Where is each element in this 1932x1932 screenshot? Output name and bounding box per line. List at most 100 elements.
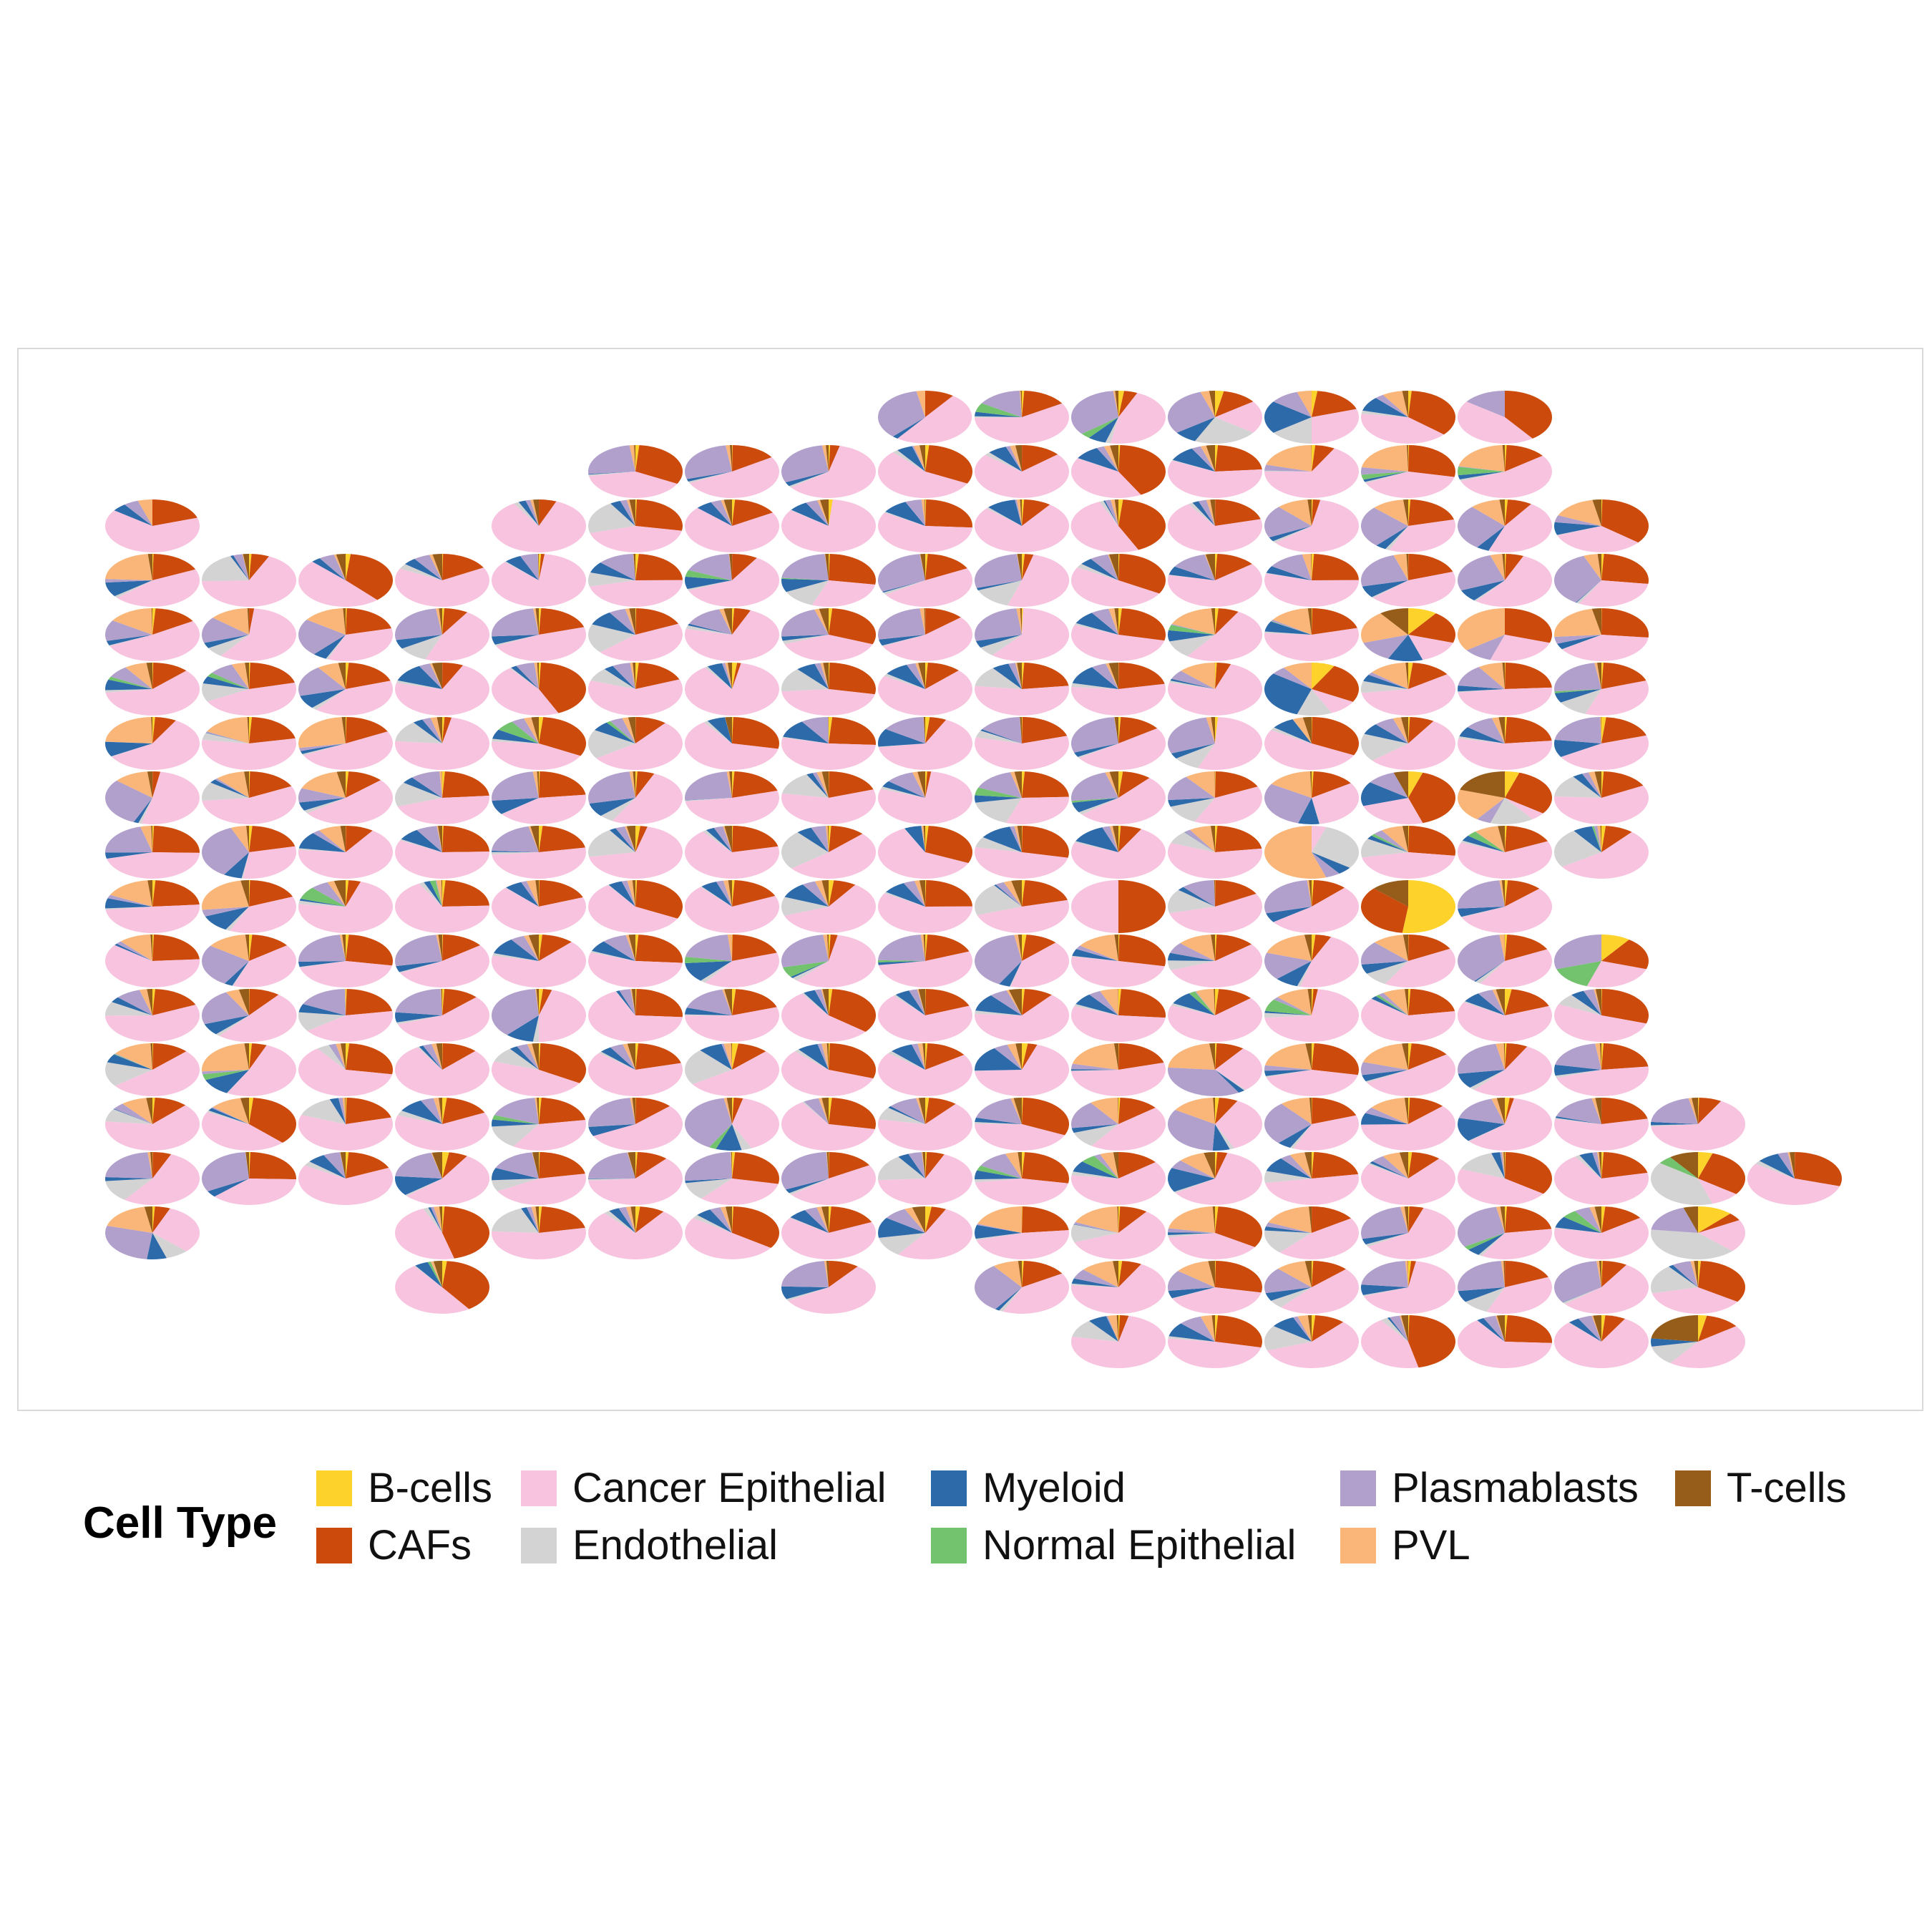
pie-slice-cancer-epithelial: [1266, 1070, 1358, 1096]
spot-pie: [1264, 1152, 1359, 1205]
pie-slice-cancer-epithelial: [492, 1227, 587, 1260]
pie-slice-b-cells: [1215, 445, 1219, 472]
pie-slice-cancer-epithelial: [1480, 949, 1553, 987]
pie-slice-plasmablasts: [908, 1152, 925, 1179]
pie-slice-cancer-epithelial: [1469, 1098, 1553, 1151]
pie-slice-cancer-epithelial: [394, 1209, 454, 1260]
pie-slice-plasmablasts: [395, 935, 442, 967]
pie-slice-cafs: [1408, 989, 1455, 1015]
spot-pie: [1167, 608, 1263, 662]
pie-slice-plasmablasts: [1070, 1103, 1118, 1128]
pie-slice-myeloid: [113, 1108, 152, 1124]
pie-slice-pvl: [436, 935, 442, 961]
pie-slice-cafs: [1022, 1043, 1038, 1070]
spot-pie: [1070, 1097, 1166, 1151]
pie-slice-pvl: [993, 1261, 1022, 1287]
spot-pie: [588, 444, 683, 499]
spot-pie: [1361, 1043, 1456, 1097]
pie-slice-pvl: [318, 826, 346, 852]
pie-slice-endothelial: [879, 1233, 925, 1255]
pie-slice-t-cells: [341, 717, 346, 743]
pie-slice-cafs: [152, 499, 197, 526]
pie-slice-cancer-epithelial: [298, 1115, 394, 1151]
pie-slice-t-cells: [151, 716, 152, 743]
pie-slice-endothelial: [1475, 961, 1505, 984]
pie-slice-b-cells: [829, 826, 831, 852]
pie-slice-t-cells: [146, 663, 152, 689]
pie-slice-pvl: [1091, 1098, 1118, 1124]
pie-slice-cafs: [1022, 935, 1056, 961]
pie-slice-t-cells: [1460, 771, 1505, 798]
pie-slice-plasmablasts: [990, 990, 1022, 1015]
pie-slice-pvl: [1200, 391, 1215, 417]
pie-slice-myeloid: [697, 502, 732, 526]
spot-pie: [588, 1043, 683, 1096]
pie-slice-b-cells: [829, 935, 831, 961]
pie-slice-cancer-epithelial: [1168, 564, 1263, 607]
spot-pie: [781, 499, 877, 553]
pie-slice-t-cells: [1683, 1206, 1698, 1233]
pie-slice-b-cells: [249, 553, 252, 580]
pie-slice-cafs: [442, 663, 464, 689]
legend-label: PVL: [1392, 1522, 1470, 1568]
spot-pie: [975, 608, 1069, 661]
spot-pie: [491, 499, 586, 553]
pie-slice-myeloid: [974, 1170, 1022, 1180]
pie-slice-b-cells: [1505, 1206, 1507, 1233]
pie-slice-b-cells: [442, 1097, 447, 1124]
pie-slice-cafs: [1022, 1206, 1069, 1233]
pie-slice-myeloid: [205, 732, 249, 743]
pie-slice-b-cells: [1601, 1151, 1604, 1179]
pie-slice-b-cells: [1022, 663, 1025, 689]
pie-slice-myeloid: [878, 728, 925, 747]
pie-slice-plasmablasts: [117, 941, 152, 961]
legend-label: B-cells: [368, 1465, 493, 1511]
pie-slice-cafs: [152, 880, 200, 907]
pie-slice-endothelial: [786, 1287, 829, 1301]
pie-slice-b-cells: [732, 444, 733, 472]
pie-slice-cancer-epithelial: [992, 608, 1069, 661]
spot-pie: [1264, 1043, 1359, 1096]
pie-slice-b-cells: [1505, 989, 1512, 1015]
pie-slice-myeloid: [491, 1119, 539, 1127]
pie-slice-myeloid: [892, 417, 925, 439]
pie-slice-plasmablasts: [1594, 826, 1601, 852]
pie-slice-cafs: [1601, 1206, 1641, 1233]
pie-slice-plasmablasts: [982, 717, 1022, 743]
pie-slice-b-cells: [1312, 880, 1314, 907]
pie-slice-cancer-epithelial: [1264, 573, 1360, 607]
pie-slice-endothelial: [1461, 907, 1505, 918]
pie-slice-endothelial: [888, 1050, 925, 1070]
pie-slice-cafs: [1118, 771, 1150, 798]
pie-slice-cancer-epithelial: [1168, 460, 1263, 498]
pie-slice-cafs: [1118, 935, 1166, 967]
pie-slice-cancer-epithelial: [781, 1102, 875, 1151]
pie-slice-endothelial: [104, 1002, 152, 1016]
pie-slice-endothelial: [1167, 960, 1215, 970]
pie-slice-t-cells: [920, 554, 925, 580]
pie-slice-cancer-epithelial: [596, 723, 683, 770]
pie-slice-pvl: [1496, 1206, 1505, 1233]
pie-slice-plasmablasts: [618, 1206, 635, 1233]
pie-slice-myeloid: [424, 881, 442, 907]
pie-slice-t-cells: [1113, 1152, 1118, 1179]
pie-slice-endothelial: [1312, 826, 1360, 868]
pie-slice-cancer-epithelial: [1363, 1261, 1456, 1314]
pie-slice-myeloid: [591, 941, 635, 961]
pie-slice-cafs: [1215, 989, 1252, 1015]
pie-slice-plasmablasts: [1458, 880, 1505, 909]
spot-pie: [877, 771, 972, 825]
pie-slice-cancer-epithelial: [1554, 785, 1649, 825]
pie-slice-normal-epithelial: [606, 721, 635, 743]
pie-slice-plasmablasts: [721, 1043, 732, 1070]
pie-slice-myeloid: [701, 882, 732, 907]
pie-slice-cafs: [346, 1152, 389, 1179]
pie-slice-endothelial: [587, 624, 635, 653]
pie-slice-t-cells: [1503, 1261, 1505, 1287]
pie-slice-endothelial: [1650, 1229, 1733, 1260]
pie-slice-t-cells: [530, 826, 539, 852]
pie-slice-t-cells: [923, 935, 925, 961]
pie-slice-endothelial: [1071, 1171, 1118, 1179]
pie-slice-t-cells: [1209, 391, 1215, 417]
pie-slice-cancer-epithelial: [1474, 1046, 1553, 1097]
